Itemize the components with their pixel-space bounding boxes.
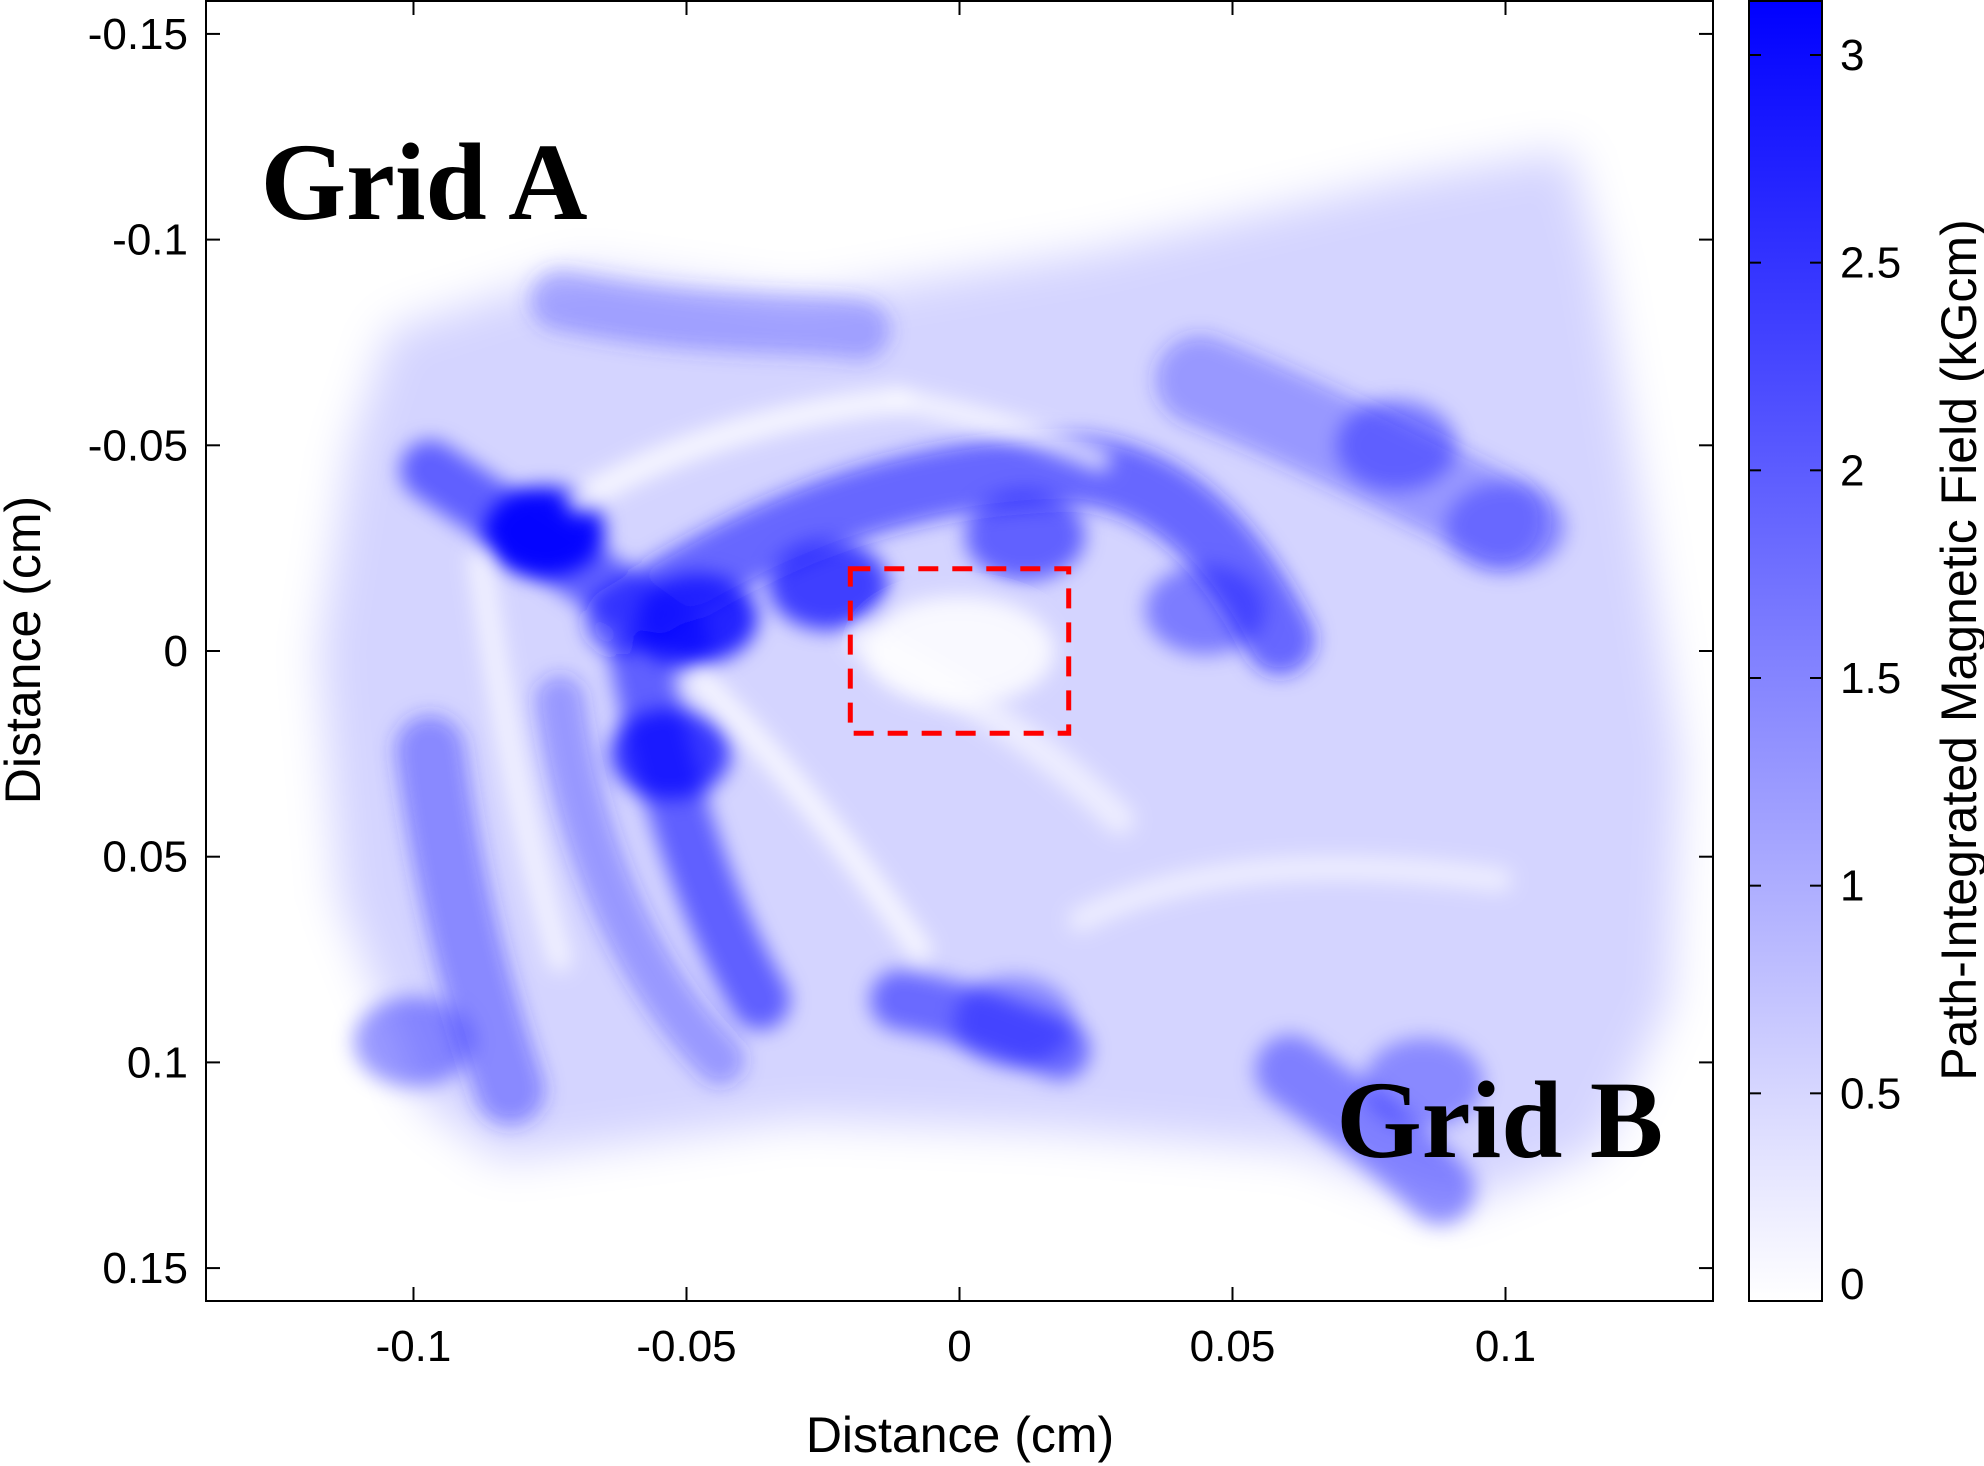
heatmap-streak (400, 440, 710, 670)
heatmap-gap (1068, 856, 1512, 932)
colorbar-tick-label: 1.5 (1840, 654, 1901, 703)
y-tick-label: 0.1 (127, 1038, 188, 1087)
y-tick-label: 0.15 (102, 1244, 188, 1293)
heatmap-gap (845, 625, 1135, 835)
colorbar-tick-label: 0 (1840, 1260, 1864, 1309)
heatmap-gap (688, 668, 932, 962)
y-axis: -0.15 -0.1 -0.05 0 0.05 0.1 0.15 (88, 10, 1713, 1293)
y-tick-label: -0.15 (88, 10, 188, 59)
heatmap-streak (535, 675, 745, 1085)
heatmap-streak (395, 715, 545, 1125)
heatmap-feature (965, 490, 1086, 581)
colorbar-label: Path-Integrated Magnetic Field (kGcm) (1931, 219, 1984, 1080)
y-tick-label: 0 (164, 627, 188, 676)
heatmap-streak (870, 970, 1090, 1080)
heatmap-streak (585, 434, 1315, 675)
y-tick-label: -0.1 (112, 216, 188, 265)
heatmap-streak (1255, 1035, 1475, 1225)
x-tick-label: 0.1 (1475, 1322, 1536, 1371)
x-axis: -0.1 -0.05 0 0.05 0.1 (376, 1, 1536, 1371)
x-tick-label: 0.05 (1190, 1322, 1276, 1371)
y-axis-label: Distance (cm) (0, 496, 51, 804)
heatmap-gap (889, 389, 1111, 471)
highlight-box (847, 566, 1072, 736)
colorbar-axis: 0 0.5 1 1.5 2 2.5 3 (1749, 31, 1901, 1309)
x-tick-label: -0.1 (376, 1322, 452, 1371)
annotation-label: Grid B (1336, 1059, 1663, 1181)
y-tick-label: -0.05 (88, 421, 188, 470)
annotation-label: Grid A (261, 121, 588, 243)
heatmap-feature (353, 996, 474, 1087)
heatmap-streak (530, 270, 890, 360)
colorbar (1748, 0, 1823, 1302)
heatmap-gap (567, 387, 913, 513)
colorbar-tick-label: 2.5 (1840, 239, 1901, 288)
heatmap-gap (468, 548, 572, 972)
y-tick-label: 0.05 (102, 833, 188, 882)
colorbar-tick-label: 2 (1840, 446, 1864, 495)
x-tick-label: 0 (947, 1322, 971, 1371)
x-tick-label: -0.05 (636, 1322, 736, 1371)
colorbar-tick-label: 1 (1840, 862, 1864, 911)
colorbar-tick-label: 3 (1840, 31, 1864, 80)
x-axis-label: Distance (cm) (806, 1407, 1114, 1463)
heatmap-streak (610, 630, 790, 1030)
colorbar-tick-label: 0.5 (1840, 1069, 1901, 1118)
heatmap-field (320, 150, 1680, 1225)
heatmap-streak (1155, 335, 1545, 565)
